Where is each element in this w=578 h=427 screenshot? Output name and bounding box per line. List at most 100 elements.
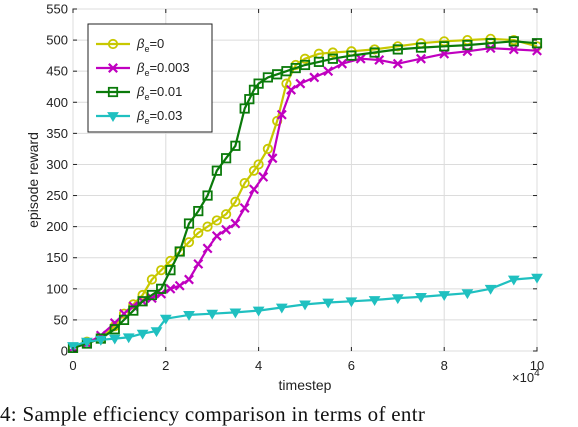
data-point-x bbox=[174, 280, 185, 291]
x-axis-exponent: ×104 bbox=[512, 368, 540, 385]
x-tick-label: 10 bbox=[530, 358, 544, 373]
gridlines bbox=[72, 8, 538, 352]
data-point-square bbox=[174, 246, 185, 257]
x-tick-label: 2 bbox=[162, 358, 169, 373]
data-point-triangle bbox=[461, 289, 474, 300]
data-point-triangle bbox=[322, 298, 335, 309]
data-point-triangle bbox=[252, 306, 265, 317]
data-point-circle bbox=[193, 227, 204, 238]
data-point-circle bbox=[253, 159, 264, 170]
data-point-square bbox=[137, 296, 148, 307]
data-point-triangle bbox=[229, 308, 242, 319]
data-point-x bbox=[337, 58, 348, 69]
y-tick-label: 450 bbox=[46, 64, 68, 79]
x-tick-labels: 0 2 4 6 8 10 bbox=[69, 358, 544, 373]
data-point-circle bbox=[239, 178, 250, 189]
data-point-square bbox=[211, 165, 222, 176]
y-tick-label: 300 bbox=[46, 157, 68, 172]
data-point-square bbox=[253, 78, 264, 89]
data-point-x bbox=[239, 203, 250, 213]
data-point-square bbox=[109, 324, 120, 335]
x-tick-label: 6 bbox=[348, 358, 355, 373]
data-point-triangle bbox=[484, 284, 497, 295]
data-point-square bbox=[118, 314, 130, 326]
y-axis-label: episode reward bbox=[25, 132, 41, 228]
data-point-circle bbox=[202, 221, 213, 232]
y-tick-labels: 0 50 100 150 200 250 300 350 400 450 500 550 bbox=[46, 2, 68, 359]
data-point-triangle bbox=[122, 333, 135, 344]
legend-entry: βe=0.003 bbox=[96, 60, 190, 78]
data-point-x bbox=[276, 109, 287, 120]
data-point-x bbox=[165, 283, 176, 294]
data-point-square bbox=[230, 140, 241, 151]
legend: βe=0 βe=0.003 βe=0.01 βe=0.03 bbox=[87, 23, 213, 133]
data-point-square bbox=[193, 205, 204, 217]
data-point-triangle bbox=[159, 314, 172, 325]
data-point-circle bbox=[211, 215, 222, 226]
data-point-x bbox=[258, 171, 269, 182]
y-tick-label: 0 bbox=[61, 344, 68, 359]
data-point-x bbox=[248, 184, 259, 195]
data-point-x bbox=[355, 53, 366, 64]
y-tick-label: 250 bbox=[46, 188, 68, 203]
data-point-circle bbox=[146, 274, 157, 285]
data-point-square bbox=[485, 38, 496, 49]
x-tick-label: 0 bbox=[69, 358, 76, 373]
data-point-x bbox=[108, 63, 118, 73]
series-layer bbox=[67, 33, 543, 353]
data-point-x bbox=[202, 243, 213, 254]
series-3 bbox=[67, 273, 543, 353]
data-point-square bbox=[299, 59, 311, 71]
data-point-x bbox=[193, 258, 204, 269]
data-point-triangle bbox=[507, 275, 520, 286]
data-point-triangle bbox=[136, 329, 149, 340]
data-point-triangle bbox=[94, 335, 107, 346]
data-point-triangle bbox=[368, 296, 381, 306]
data-point-triangle bbox=[108, 334, 121, 345]
data-point-triangle bbox=[299, 300, 311, 311]
data-point-circle bbox=[183, 237, 195, 248]
data-point-triangle bbox=[150, 327, 163, 338]
series-line bbox=[72, 40, 538, 349]
legend-label: βe=0.003 bbox=[136, 60, 190, 78]
data-point-x bbox=[211, 230, 222, 241]
data-point-x bbox=[416, 53, 426, 64]
data-point-square bbox=[239, 103, 250, 114]
data-point-circle bbox=[107, 38, 119, 50]
y-tick-label: 350 bbox=[46, 126, 68, 141]
x-tick-label: 4 bbox=[255, 358, 262, 373]
data-point-triangle bbox=[206, 309, 219, 320]
y-tick-label: 50 bbox=[54, 312, 68, 327]
data-point-square bbox=[392, 44, 403, 55]
data-point-triangle bbox=[183, 311, 195, 321]
data-point-circle bbox=[221, 209, 232, 220]
y-tick-label: 150 bbox=[46, 250, 68, 265]
data-point-x bbox=[309, 72, 320, 83]
data-point-square bbox=[313, 56, 325, 67]
data-point-square bbox=[508, 36, 519, 47]
legend-entry: βe=0.01 bbox=[96, 84, 182, 102]
data-point-circle bbox=[230, 196, 241, 207]
data-point-square bbox=[146, 289, 157, 301]
data-point-square bbox=[156, 283, 167, 294]
data-point-circle bbox=[327, 47, 338, 58]
data-point-triangle bbox=[531, 273, 543, 284]
data-point-triangle bbox=[107, 112, 119, 122]
data-point-square bbox=[244, 94, 255, 105]
data-point-square bbox=[531, 38, 543, 49]
data-point-square bbox=[369, 47, 380, 58]
data-point-square bbox=[107, 86, 119, 98]
data-point-x bbox=[286, 84, 297, 95]
data-point-square bbox=[128, 305, 139, 316]
data-point-triangle bbox=[391, 294, 404, 305]
data-point-square bbox=[165, 265, 176, 276]
data-point-triangle bbox=[81, 337, 93, 348]
y-tick-label: 100 bbox=[46, 281, 68, 296]
y-tick-label: 550 bbox=[46, 2, 68, 17]
data-point-x bbox=[230, 218, 241, 229]
data-point-x bbox=[184, 274, 194, 285]
data-point-square bbox=[462, 39, 473, 51]
data-point-triangle bbox=[275, 303, 288, 314]
data-point-circle bbox=[299, 53, 311, 64]
